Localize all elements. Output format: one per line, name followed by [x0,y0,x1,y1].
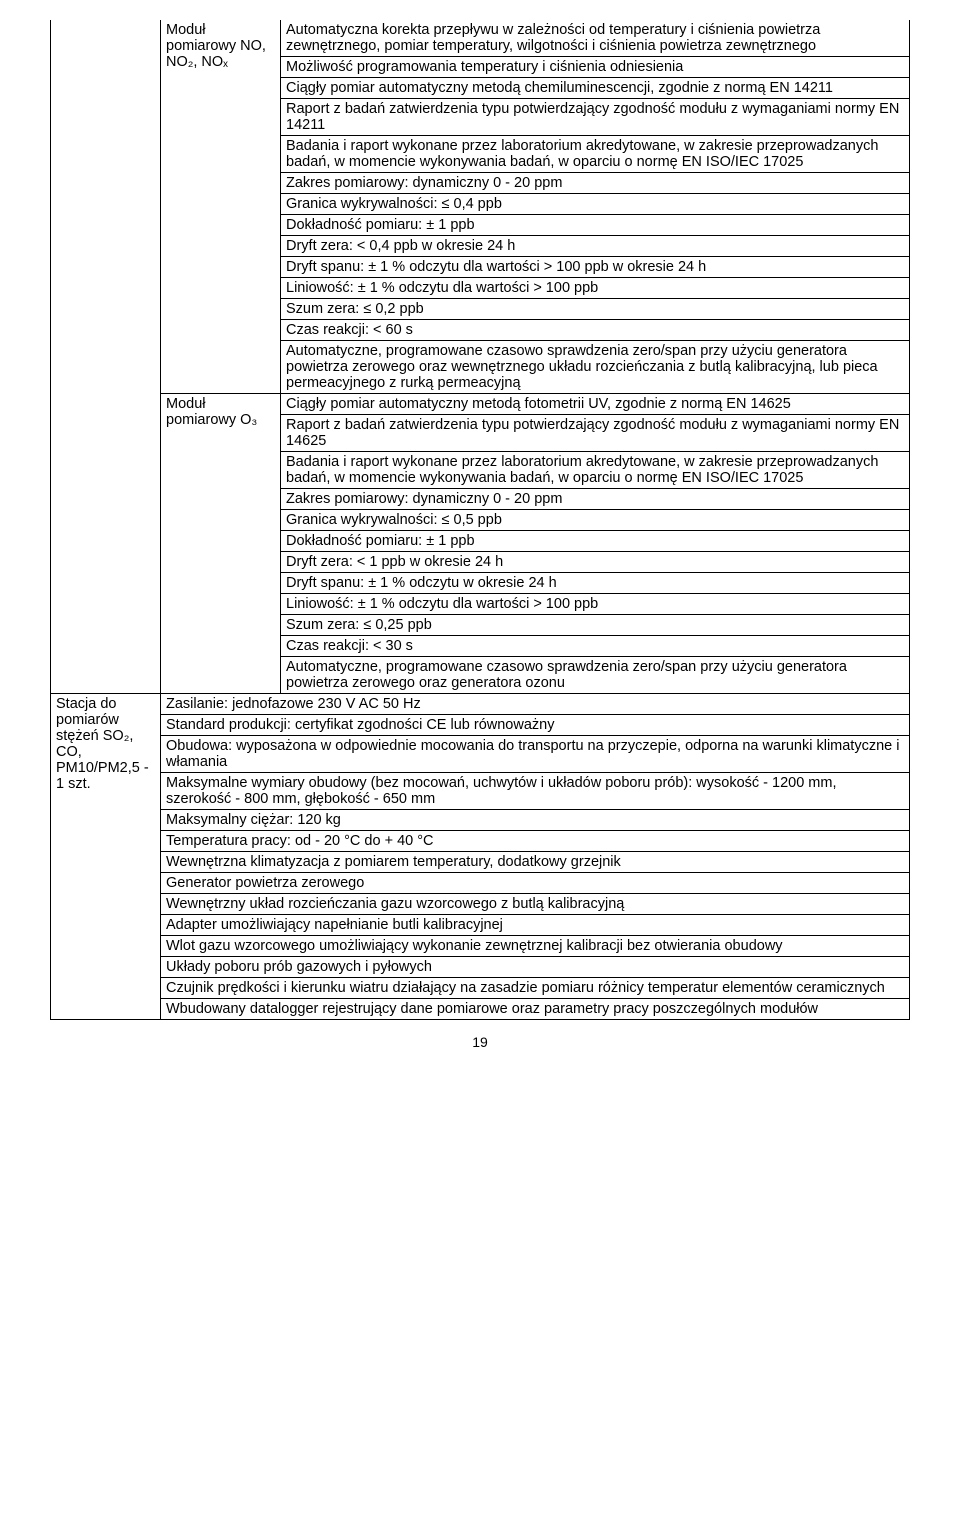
module-no-label-3: NO₂, NOₓ [166,54,275,70]
module-o3-label-1: Moduł [166,396,275,412]
spec-cell: Obudowa: wyposażona w odpowiednie mocowa… [161,736,910,773]
station-label-5: PM10/PM2,5 - [56,760,155,776]
spec-cell: Liniowość: ± 1 % odczytu dla wartości > … [281,594,910,615]
spec-cell: Standard produkcji: certyfikat zgodności… [161,715,910,736]
table-row: Wbudowany datalogger rejestrujący dane p… [51,999,910,1020]
spec-cell: Zakres pomiarowy: dynamiczny 0 - 20 ppm [281,173,910,194]
spec-cell: Czas reakcji: < 60 s [281,320,910,341]
spec-cell: Dokładność pomiaru: ± 1 ppb [281,531,910,552]
spec-cell: Zasilanie: jednofazowe 230 V AC 50 Hz [161,694,910,715]
spec-cell: Granica wykrywalności: ≤ 0,5 ppb [281,510,910,531]
table-row: Maksymalne wymiary obudowy (bez mocowań,… [51,773,910,810]
table-row: Temperatura pracy: od - 20 °C do + 40 °C [51,831,910,852]
spec-cell: Zakres pomiarowy: dynamiczny 0 - 20 ppm [281,489,910,510]
spec-cell: Automatyczne, programowane czasowo spraw… [281,657,910,694]
table-row: Adapter umożliwiający napełnianie butli … [51,915,910,936]
spec-cell: Szum zera: ≤ 0,2 ppb [281,299,910,320]
spec-cell: Temperatura pracy: od - 20 °C do + 40 °C [161,831,910,852]
spec-cell: Możliwość programowania temperatury i ci… [281,57,910,78]
spec-cell: Maksymalne wymiary obudowy (bez mocowań,… [161,773,910,810]
left-spacer-cell [51,20,161,694]
spec-cell: Generator powietrza zerowego [161,873,910,894]
spec-cell: Maksymalny ciężar: 120 kg [161,810,910,831]
spec-cell: Wbudowany datalogger rejestrujący dane p… [161,999,910,1020]
module-no-label-1: Moduł [166,22,275,38]
spec-cell: Ciągły pomiar automatyczny metodą fotome… [281,394,910,415]
spec-cell: Dryft spanu: ± 1 % odczytu w okresie 24 … [281,573,910,594]
station-label-1: Stacja do [56,696,155,712]
station-label-4: CO, [56,744,155,760]
spec-cell: Dryft spanu: ± 1 % odczytu dla wartości … [281,257,910,278]
module-no-label-cell: Modułpomiarowy NO,NO₂, NOₓ [161,20,281,394]
spec-cell: Badania i raport wykonane przez laborato… [281,452,910,489]
page-number: 19 [50,1034,910,1050]
table-row: Generator powietrza zerowego [51,873,910,894]
module-o3-label-2: pomiarowy O₃ [166,412,275,428]
table-row: Maksymalny ciężar: 120 kg [51,810,910,831]
spec-cell: Czujnik prędkości i kierunku wiatru dzia… [161,978,910,999]
spec-cell: Układy poboru prób gazowych i pyłowych [161,957,910,978]
page-container: Modułpomiarowy NO,NO₂, NOₓAutomatyczna k… [0,0,960,1080]
module-o3-label-cell: Modułpomiarowy O₃ [161,394,281,694]
station-label-2: pomiarów [56,712,155,728]
table-row: Wewnętrzna klimatyzacja z pomiarem tempe… [51,852,910,873]
table-row: Modułpomiarowy O₃Ciągły pomiar automatyc… [51,394,910,415]
table-row: Obudowa: wyposażona w odpowiednie mocowa… [51,736,910,773]
spec-cell: Czas reakcji: < 30 s [281,636,910,657]
station-label-6: 1 szt. [56,776,155,792]
spec-cell: Ciągły pomiar automatyczny metodą chemil… [281,78,910,99]
spec-cell: Liniowość: ± 1 % odczytu dla wartości > … [281,278,910,299]
station-label-3: stężeń SO₂, [56,728,155,744]
module-no-label-2: pomiarowy NO, [166,38,275,54]
table-row: Wlot gazu wzorcowego umożliwiający wykon… [51,936,910,957]
spec-cell: Badania i raport wykonane przez laborato… [281,136,910,173]
spec-cell: Automatyczna korekta przepływu w zależno… [281,20,910,57]
spec-table: Modułpomiarowy NO,NO₂, NOₓAutomatyczna k… [50,20,910,1020]
table-row: Standard produkcji: certyfikat zgodności… [51,715,910,736]
station-label-cell: Stacja dopomiarówstężeń SO₂,CO,PM10/PM2,… [51,694,161,1020]
spec-cell: Adapter umożliwiający napełnianie butli … [161,915,910,936]
spec-cell: Szum zera: ≤ 0,25 ppb [281,615,910,636]
spec-cell: Raport z badań zatwierdzenia typu potwie… [281,99,910,136]
spec-cell: Granica wykrywalności: ≤ 0,4 ppb [281,194,910,215]
spec-cell: Wlot gazu wzorcowego umożliwiający wykon… [161,936,910,957]
spec-cell: Dryft zera: < 0,4 ppb w okresie 24 h [281,236,910,257]
spec-cell: Raport z badań zatwierdzenia typu potwie… [281,415,910,452]
spec-cell: Dryft zera: < 1 ppb w okresie 24 h [281,552,910,573]
spec-cell: Wewnętrzna klimatyzacja z pomiarem tempe… [161,852,910,873]
spec-cell: Automatyczne, programowane czasowo spraw… [281,341,910,394]
table-row: Układy poboru prób gazowych i pyłowych [51,957,910,978]
table-row: Czujnik prędkości i kierunku wiatru dzia… [51,978,910,999]
spec-cell: Wewnętrzny układ rozcieńczania gazu wzor… [161,894,910,915]
spec-cell: Dokładność pomiaru: ± 1 ppb [281,215,910,236]
table-row: Wewnętrzny układ rozcieńczania gazu wzor… [51,894,910,915]
table-row: Stacja dopomiarówstężeń SO₂,CO,PM10/PM2,… [51,694,910,715]
table-row: Modułpomiarowy NO,NO₂, NOₓAutomatyczna k… [51,20,910,57]
